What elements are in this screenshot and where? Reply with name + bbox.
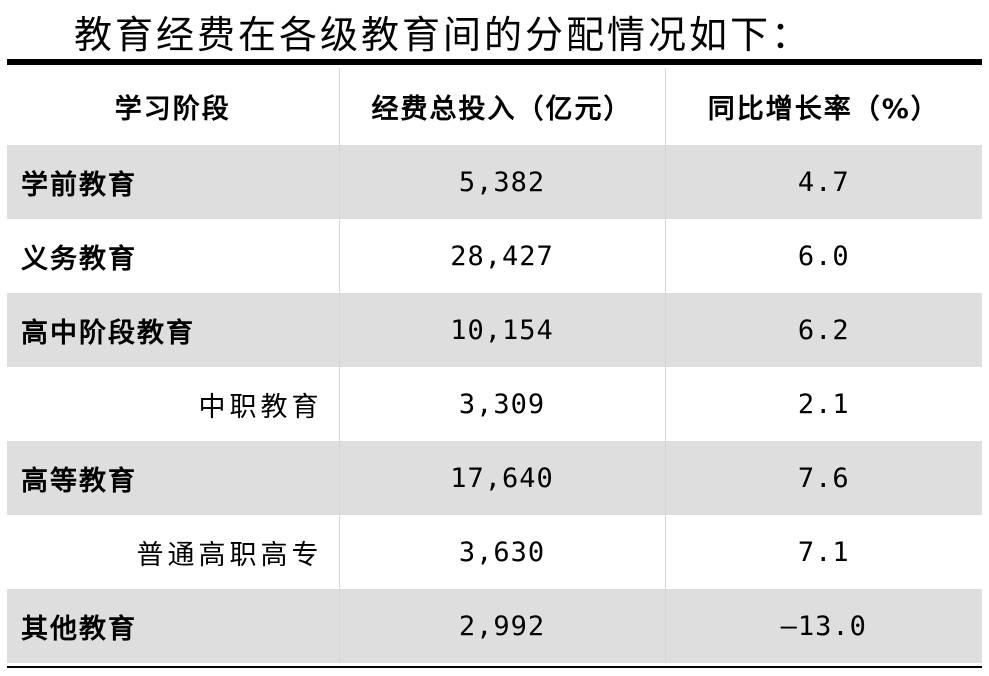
total-funding: 3,309: [339, 367, 666, 441]
table-row: 高中阶段教育 10,154 6.2: [7, 293, 982, 367]
total-funding: 28,427: [339, 219, 666, 293]
stage-name: 高等教育: [7, 441, 340, 515]
education-funding-table: 学习阶段 经费总投入（亿元） 同比增长率（%） 学前教育 5,382 4.7 义…: [7, 68, 982, 663]
table-row: 普通高职高专 3,630 7.1: [7, 515, 982, 589]
table-header-row: 学习阶段 经费总投入（亿元） 同比增长率（%）: [7, 68, 982, 145]
table-row: 学前教育 5,382 4.7: [7, 145, 982, 219]
growth-rate: —13.0: [665, 589, 982, 663]
substage-name: 中职教育: [7, 367, 340, 441]
header-total-funding: 经费总投入（亿元）: [339, 68, 666, 145]
growth-rate: 4.7: [665, 145, 982, 219]
stage-name: 学前教育: [7, 145, 340, 219]
stage-name: 高中阶段教育: [7, 293, 340, 367]
table-row: 其他教育 2,992 —13.0: [7, 589, 982, 663]
growth-rate: 2.1: [665, 367, 982, 441]
table-bottom-rule: [7, 666, 982, 668]
table-row: 中职教育 3,309 2.1: [7, 367, 982, 441]
table-row: 义务教育 28,427 6.0: [7, 219, 982, 293]
header-growth-rate: 同比增长率（%）: [665, 68, 982, 145]
table-row: 高等教育 17,640 7.6: [7, 441, 982, 515]
table-top-rule: [7, 59, 982, 65]
substage-name: 普通高职高专: [7, 515, 340, 589]
total-funding: 5,382: [339, 145, 666, 219]
total-funding: 10,154: [339, 293, 666, 367]
growth-rate: 7.1: [665, 515, 982, 589]
growth-rate: 6.2: [665, 293, 982, 367]
total-funding: 2,992: [339, 589, 666, 663]
total-funding: 17,640: [339, 441, 666, 515]
growth-rate: 7.6: [665, 441, 982, 515]
header-stage: 学习阶段: [7, 68, 340, 145]
intro-sentence: 教育经费在各级教育间的分配情况如下：: [74, 13, 813, 57]
growth-rate: 6.0: [665, 219, 982, 293]
stage-name: 其他教育: [7, 589, 340, 663]
total-funding: 3,630: [339, 515, 666, 589]
stage-name: 义务教育: [7, 219, 340, 293]
